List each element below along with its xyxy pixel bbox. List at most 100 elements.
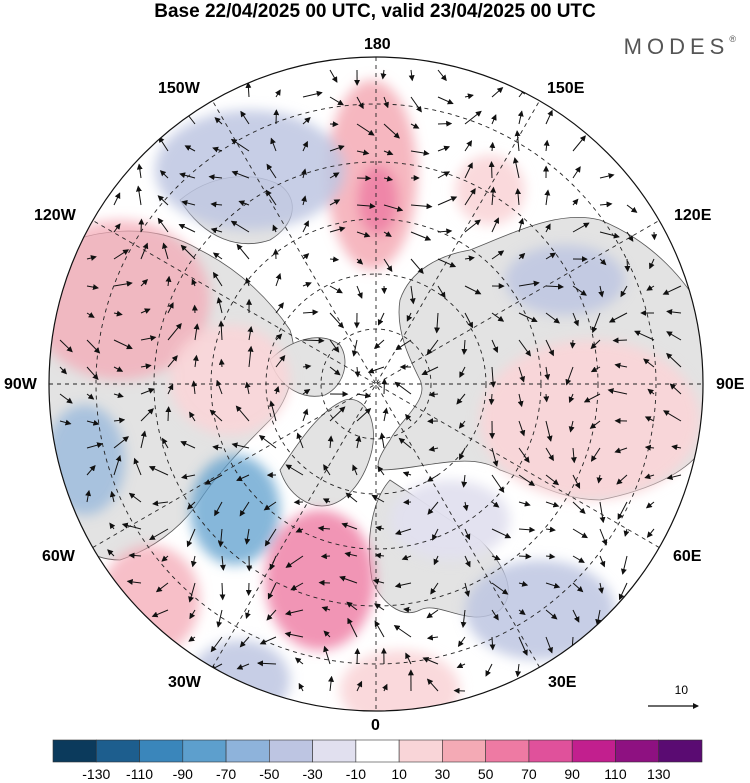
- wind-vector: [321, 606, 331, 612]
- wind-vector: [572, 609, 580, 623]
- wind-vector: [398, 437, 412, 449]
- wind-vector: [461, 339, 468, 355]
- wind-vector: [644, 473, 655, 480]
- wind-vector: [377, 465, 385, 476]
- wind-vector: [367, 366, 385, 374]
- anomaly-red-atlantic-west: [100, 545, 200, 655]
- wind-vector: [544, 189, 551, 206]
- wind-vector: [491, 217, 500, 233]
- wind-vector: [140, 335, 157, 342]
- wind-vector: [596, 474, 603, 484]
- wind-vector: [356, 392, 372, 399]
- wind-vector: [344, 551, 358, 558]
- wind-vector: [167, 302, 174, 314]
- wind-vector: [421, 366, 439, 376]
- wind-vector: [545, 582, 561, 589]
- wind-vector: [437, 285, 446, 299]
- wind-vector: [272, 224, 278, 233]
- wind-vector: [583, 393, 601, 403]
- wind-vector: [181, 473, 196, 480]
- wind-vector: [644, 444, 655, 451]
- wind-vector: [517, 393, 524, 408]
- wind-vector: [643, 358, 655, 368]
- wind-vector: [599, 555, 606, 568]
- wind-vector: [572, 135, 586, 152]
- wind-vector: [459, 447, 466, 461]
- wind-vector: [461, 474, 468, 488]
- anomaly-red-hudson: [170, 325, 290, 435]
- wind-vector: [379, 432, 386, 449]
- wind-vector: [140, 242, 149, 260]
- wind-vector: [148, 466, 169, 476]
- wind-vector: [490, 186, 497, 206]
- lon-label-150w: 150W: [158, 80, 200, 97]
- wind-vector: [372, 578, 385, 585]
- wind-vector: [300, 168, 307, 179]
- wind-vector: [626, 231, 634, 242]
- wind-vector: [140, 308, 151, 314]
- wind-vector: [157, 217, 169, 233]
- wind-vector: [302, 309, 319, 316]
- wind-vector: [216, 297, 223, 314]
- colorbar-tick-label: 50: [477, 766, 494, 782]
- colorbar-swatch: [528, 739, 573, 763]
- anomaly-blue-bering: [155, 110, 345, 230]
- wind-vector: [426, 634, 439, 641]
- wind-vector: [329, 312, 344, 329]
- wind-vector: [189, 609, 196, 620]
- wind-vector: [491, 87, 504, 98]
- wind-vector: [128, 492, 142, 503]
- wind-vector: [614, 362, 628, 369]
- wind-vector: [275, 302, 284, 314]
- wind-vector: [518, 526, 536, 533]
- latitude-circle-40n: [95, 103, 657, 665]
- wind-vector: [179, 172, 196, 179]
- lon-label-180: 180: [364, 36, 391, 53]
- wind-vector: [302, 389, 311, 395]
- wind-vector: [212, 146, 223, 153]
- wind-vector: [456, 393, 466, 405]
- wind-vector: [491, 501, 500, 508]
- wind-vector: [644, 416, 655, 422]
- wind-vector: [568, 393, 575, 404]
- wind-vector: [545, 609, 558, 620]
- colorbar-tick-label: -50: [259, 766, 280, 782]
- wind-vector: [355, 435, 362, 449]
- wind-vector: [356, 680, 363, 692]
- wind-vector: [269, 555, 277, 571]
- wind-vector: [284, 631, 304, 638]
- wind-vector: [329, 199, 341, 206]
- wind-vector: [347, 617, 358, 638]
- wind-vector: [59, 366, 67, 375]
- wind-vector: [86, 442, 104, 449]
- wind-vector: [518, 420, 526, 437]
- wind-vector: [266, 609, 277, 621]
- wind-vector: [464, 188, 476, 206]
- wind-vector: [620, 555, 628, 575]
- wind-vector: [356, 149, 370, 156]
- wind-vector: [410, 231, 432, 241]
- wind-vector: [518, 252, 526, 260]
- colorbar-swatch: [485, 739, 530, 763]
- wind-vector: [186, 528, 196, 548]
- wind-vector: [572, 166, 581, 179]
- wind-vector: [663, 410, 682, 422]
- wind-vector: [356, 408, 372, 422]
- wind-vector: [188, 582, 196, 603]
- wind-vector: [236, 243, 250, 260]
- wind-vector: [346, 601, 358, 611]
- wind-vector: [328, 675, 335, 692]
- wind-vector: [180, 441, 196, 449]
- colorbar-swatch: [95, 739, 140, 763]
- wind-vector: [491, 609, 499, 621]
- colorbar: [52, 739, 703, 763]
- wind-vector: [236, 663, 250, 670]
- wind-vector: [86, 393, 95, 400]
- wind-vector: [569, 339, 576, 349]
- wind-vector: [356, 123, 375, 136]
- lon-label-60e: 60E: [673, 548, 702, 565]
- wind-vector: [290, 582, 304, 591]
- anomaly-blue-greenland-sea: [190, 455, 280, 565]
- wind-vector: [515, 663, 522, 678]
